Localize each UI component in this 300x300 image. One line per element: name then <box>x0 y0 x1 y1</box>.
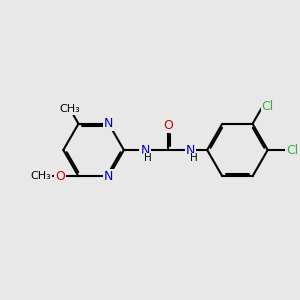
Text: N: N <box>104 117 113 130</box>
Text: N: N <box>140 143 150 157</box>
Text: H: H <box>190 154 197 164</box>
Text: N: N <box>104 170 113 183</box>
Text: Cl: Cl <box>286 143 298 157</box>
Text: CH₃: CH₃ <box>30 171 51 181</box>
Text: CH₃: CH₃ <box>60 104 80 114</box>
Text: O: O <box>163 119 173 132</box>
Text: H: H <box>144 154 152 164</box>
Text: O: O <box>56 170 65 183</box>
Text: Cl: Cl <box>262 100 274 113</box>
Text: N: N <box>186 143 195 157</box>
